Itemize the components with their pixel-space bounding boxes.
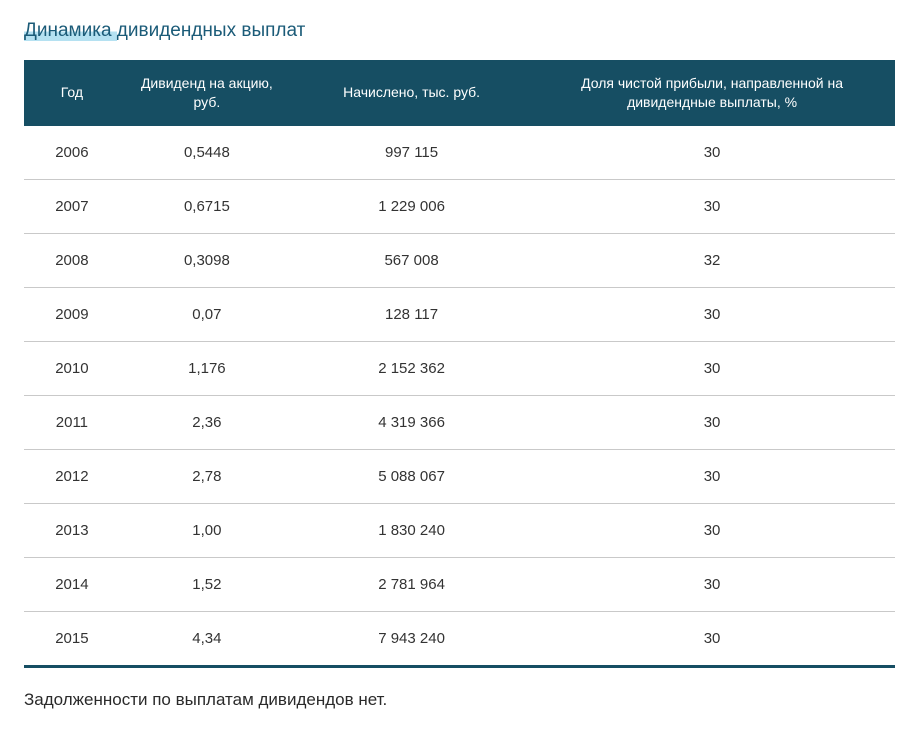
title-part-2: дивидендных выплат [117,20,306,41]
table-cell: 30 [529,179,895,233]
table-cell: 1 229 006 [294,179,529,233]
table-cell: 30 [529,611,895,666]
table-cell: 2007 [24,179,120,233]
table-cell: 128 117 [294,287,529,341]
table-cell: 30 [529,287,895,341]
table-cell: 1,52 [120,557,294,611]
table-cell: 2011 [24,395,120,449]
col-accrued: Начислено, тыс. руб. [294,60,529,126]
table-row: 20080,3098567 00832 [24,233,895,287]
table-cell: 7 943 240 [294,611,529,666]
table-cell: 30 [529,395,895,449]
col-year: Год [24,60,120,126]
table-cell: 2,36 [120,395,294,449]
table-row: 20112,364 319 36630 [24,395,895,449]
table-row: 20154,347 943 24030 [24,611,895,666]
table-body: 20060,5448997 1153020070,67151 229 00630… [24,126,895,667]
table-cell: 0,5448 [120,126,294,180]
table-cell: 5 088 067 [294,449,529,503]
table-cell: 32 [529,233,895,287]
table-cell: 2,78 [120,449,294,503]
table-cell: 30 [529,341,895,395]
table-row: 20070,67151 229 00630 [24,179,895,233]
table-cell: 0,3098 [120,233,294,287]
table-cell: 2014 [24,557,120,611]
table-cell: 0,07 [120,287,294,341]
table-row: 20141,522 781 96430 [24,557,895,611]
table-cell: 2010 [24,341,120,395]
table-cell: 2012 [24,449,120,503]
table-cell: 30 [529,557,895,611]
table-cell: 2 781 964 [294,557,529,611]
col-dividend: Дивиденд на акцию, руб. [120,60,294,126]
table-cell: 997 115 [294,126,529,180]
table-cell: 2013 [24,503,120,557]
table-row: 20090,07128 11730 [24,287,895,341]
table-cell: 4 319 366 [294,395,529,449]
table-row: 20122,785 088 06730 [24,449,895,503]
page-title: Динамика дивидендных выплат [24,20,895,42]
table-cell: 2 152 362 [294,341,529,395]
col-share: Доля чистой прибыли, направленной на див… [529,60,895,126]
table-cell: 30 [529,503,895,557]
table-cell: 30 [529,449,895,503]
table-cell: 0,6715 [120,179,294,233]
table-header-row: Год Дивиденд на акцию, руб. Начислено, т… [24,60,895,126]
dividend-table: Год Дивиденд на акцию, руб. Начислено, т… [24,60,895,668]
table-cell: 30 [529,126,895,180]
table-cell: 2008 [24,233,120,287]
table-row: 20060,5448997 11530 [24,126,895,180]
table-cell: 2015 [24,611,120,666]
table-cell: 4,34 [120,611,294,666]
table-cell: 1,00 [120,503,294,557]
table-cell: 1 830 240 [294,503,529,557]
table-cell: 2006 [24,126,120,180]
table-row: 20101,1762 152 36230 [24,341,895,395]
table-cell: 567 008 [294,233,529,287]
table-cell: 2009 [24,287,120,341]
title-highlight-1: Динамика [24,20,117,41]
table-cell: 1,176 [120,341,294,395]
table-row: 20131,001 830 24030 [24,503,895,557]
footnote: Задолженности по выплатам дивидендов нет… [24,690,895,710]
